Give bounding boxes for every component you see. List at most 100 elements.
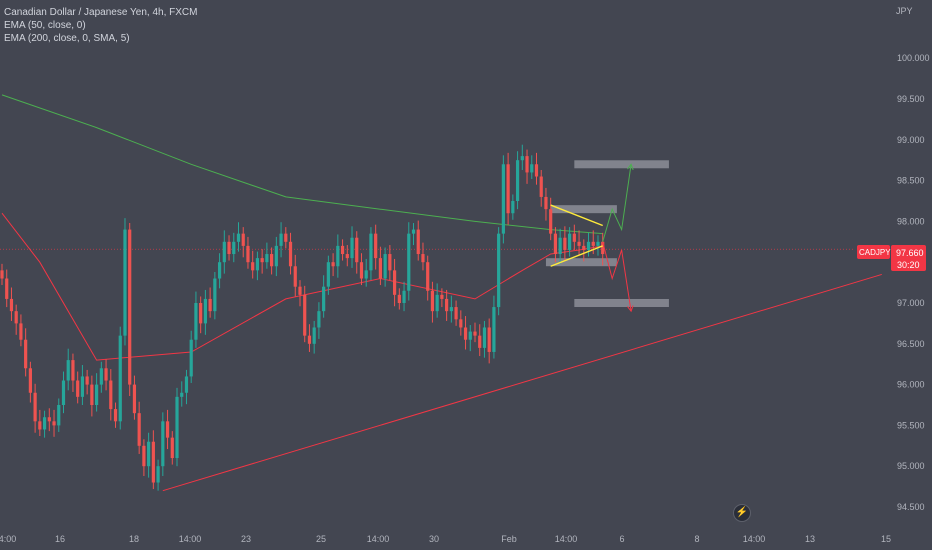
candle-body bbox=[591, 241, 595, 246]
price-tick-label: 96.000 bbox=[897, 380, 925, 390]
candle-body bbox=[445, 298, 449, 312]
price-tick-label: 100.000 bbox=[897, 53, 930, 63]
candle-body bbox=[596, 241, 600, 246]
time-tick-label: 14:00 bbox=[367, 534, 390, 544]
candle-body bbox=[459, 319, 463, 328]
candle-body bbox=[213, 278, 217, 312]
time-tick-label: 8 bbox=[694, 534, 699, 544]
candle-body bbox=[515, 160, 520, 201]
candle-body bbox=[42, 417, 47, 430]
candle-body bbox=[492, 307, 496, 352]
axis-currency: JPY bbox=[896, 6, 913, 16]
candle-body bbox=[203, 298, 207, 324]
candle-body bbox=[246, 245, 250, 263]
price-tag-price: 97.660 bbox=[896, 248, 924, 258]
time-tick-label: 25 bbox=[316, 534, 326, 544]
candle-body bbox=[298, 286, 302, 295]
candle-body bbox=[553, 233, 558, 255]
time-tick-label: 16 bbox=[55, 534, 65, 544]
candles bbox=[0, 144, 605, 491]
price-tag-ticker-box bbox=[857, 245, 890, 259]
candle-body bbox=[217, 262, 222, 279]
candle-body bbox=[430, 290, 435, 312]
candle-body bbox=[274, 245, 278, 267]
candle-body bbox=[194, 303, 198, 340]
ema200-line bbox=[1, 94, 603, 235]
candle-body bbox=[260, 258, 264, 263]
legend-ema50[interactable]: EMA (50, close, 0) bbox=[4, 20, 86, 31]
price-tick-label: 98.000 bbox=[897, 216, 925, 226]
candle-body bbox=[104, 368, 108, 381]
candle-body bbox=[147, 441, 151, 467]
candle-body bbox=[113, 409, 118, 422]
candle-body bbox=[520, 156, 524, 161]
price-tag-price-box bbox=[891, 245, 926, 271]
candle-body bbox=[0, 270, 4, 279]
candle-body bbox=[378, 258, 382, 279]
candle-body bbox=[85, 376, 89, 385]
candle-body bbox=[284, 233, 288, 242]
candle-body bbox=[132, 384, 137, 414]
candle-body bbox=[577, 241, 581, 246]
price-tick-label: 94.500 bbox=[897, 502, 925, 512]
candle-body bbox=[123, 229, 127, 336]
time-axis[interactable]: 14:00 16 18 14:00 23 25 14:00 30 Feb 14:00 6 8 14:00… bbox=[0, 534, 891, 544]
legend-symbol[interactable]: Canadian Dollar / Japanese Yen, 4h, FXCM bbox=[4, 7, 198, 18]
candle-body bbox=[497, 233, 501, 308]
lightning-bolt-icon[interactable]: ⚡ bbox=[733, 504, 751, 522]
support-trendline bbox=[162, 273, 882, 492]
candle-body bbox=[199, 303, 203, 324]
zones bbox=[545, 160, 669, 307]
legend-ema200[interactable]: EMA (200, close, 0, SMA, 5) bbox=[4, 33, 130, 44]
candle-body bbox=[402, 290, 406, 303]
candle-body bbox=[293, 266, 297, 287]
level-zone bbox=[545, 258, 617, 267]
candle-body bbox=[454, 307, 458, 320]
time-tick-label: 6 bbox=[619, 534, 624, 544]
candle-body bbox=[336, 245, 340, 267]
candle-body bbox=[317, 311, 321, 328]
level-zone bbox=[574, 160, 669, 169]
candle-body bbox=[180, 392, 184, 397]
candle-body bbox=[435, 294, 439, 312]
candle-body bbox=[355, 237, 359, 263]
candle-body bbox=[90, 384, 94, 405]
price-tag-ticker: CADJPY bbox=[859, 248, 891, 257]
candle-body bbox=[350, 237, 354, 259]
candle-body bbox=[61, 380, 66, 405]
price-tick-label: 96.500 bbox=[897, 339, 925, 349]
candle-body bbox=[326, 262, 330, 287]
candle-body bbox=[14, 311, 18, 324]
candle-body bbox=[156, 466, 160, 483]
bull-projection-arrow-head bbox=[627, 163, 634, 171]
candle-body bbox=[5, 278, 9, 299]
candle-body bbox=[534, 164, 539, 177]
candle-body bbox=[76, 380, 80, 397]
candle-body bbox=[407, 233, 411, 291]
candle-body bbox=[232, 241, 236, 255]
candle-body bbox=[374, 233, 378, 259]
candle-body bbox=[411, 229, 416, 234]
price-tag-countdown: 30:20 bbox=[897, 260, 920, 270]
candle-body bbox=[99, 368, 103, 385]
candle-body bbox=[19, 323, 23, 340]
bull-projection-arrow bbox=[602, 164, 632, 242]
candle-body bbox=[255, 258, 260, 271]
candle-body bbox=[288, 241, 293, 267]
candle-body bbox=[359, 262, 364, 279]
candle-body bbox=[189, 339, 193, 377]
candle-body bbox=[227, 241, 231, 255]
candle-body bbox=[582, 245, 586, 250]
candle-body bbox=[303, 294, 307, 336]
candle-body bbox=[222, 241, 226, 263]
candle-body bbox=[383, 254, 387, 279]
candle-body bbox=[170, 437, 174, 459]
triangle-upper-line bbox=[550, 204, 603, 227]
level-zone bbox=[550, 205, 617, 214]
time-tick-label: 14:00 bbox=[555, 534, 578, 544]
price-tick-label: 99.000 bbox=[897, 135, 925, 145]
price-tick-label: 97.000 bbox=[897, 298, 925, 308]
candle-body bbox=[345, 254, 349, 259]
candle-body bbox=[312, 327, 316, 344]
